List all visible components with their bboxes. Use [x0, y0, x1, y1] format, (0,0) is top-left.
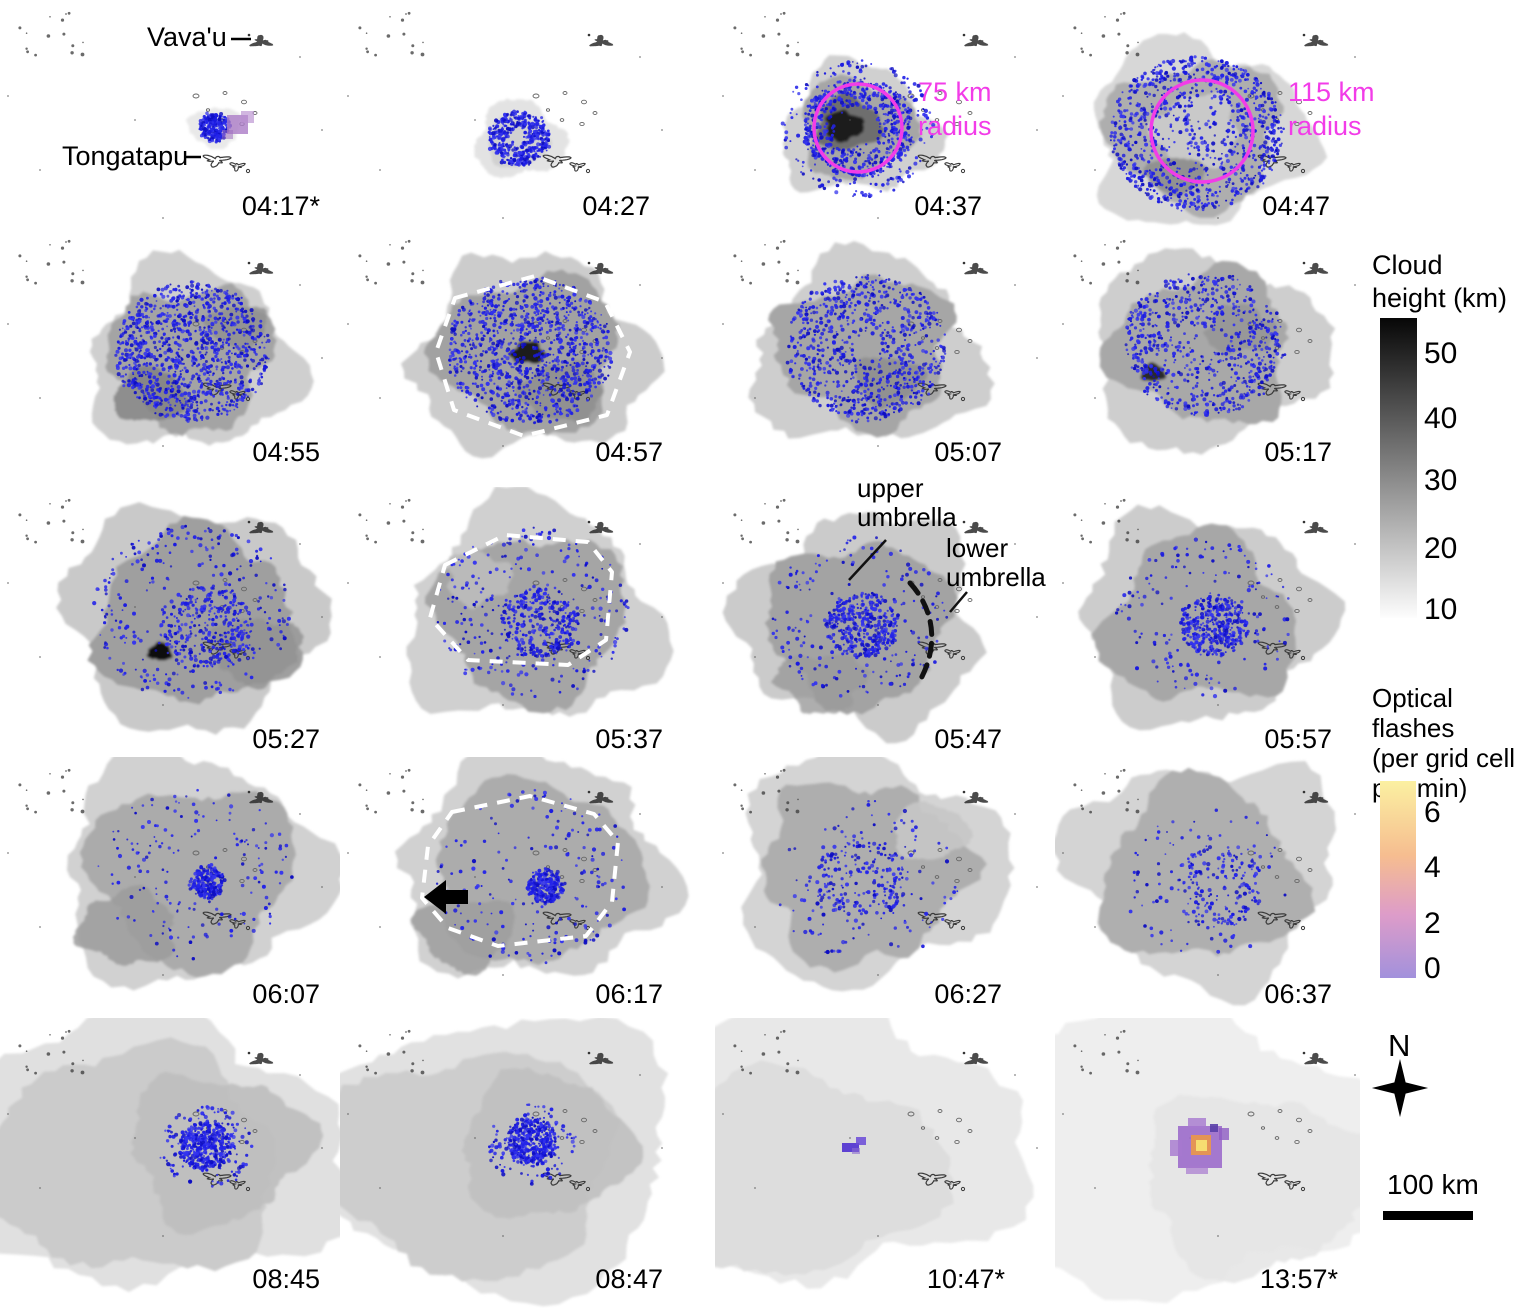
label-75km-line2: radius: [918, 111, 992, 141]
upper-umbrella-line1: upper: [857, 473, 924, 503]
island-outlines: [7, 498, 323, 706]
annotation-radius-circle-115: [1149, 78, 1255, 184]
annotation-flash-patch-0417: [222, 111, 254, 139]
optical-flashes-colorbar: [1380, 781, 1416, 978]
panel-timestamp: 06:17: [595, 979, 663, 1009]
island-outlines: [7, 1029, 323, 1237]
panel-timestamp: 05:27: [252, 724, 320, 754]
panel-timestamp: 08:47: [595, 1264, 663, 1294]
map-panel-0457: [347, 239, 665, 459]
panel-timestamp: 04:47: [1262, 191, 1330, 221]
cloud-height-colorbar: [1380, 318, 1417, 618]
label-lower-umbrella: lower umbrella: [946, 534, 1046, 592]
map-panel-0627: [722, 757, 1038, 992]
map-panel-0427: [347, 11, 663, 219]
label-upper-umbrella: upper umbrella: [857, 474, 957, 532]
label-tongatapu: Tongatapu: [62, 141, 189, 171]
optical-flashes-tick: 6: [1424, 796, 1441, 829]
panel-timestamp: 05:07: [934, 437, 1002, 467]
panel-timestamp: 10:47*: [926, 1264, 1005, 1294]
annotation-umbrella-outline-0457: [434, 274, 632, 438]
cloud-height-tick: 10: [1424, 593, 1458, 626]
island-outlines: [347, 1029, 663, 1237]
cloud-height-tick: 20: [1424, 532, 1458, 565]
island-outlines: [1062, 498, 1356, 706]
panel-timestamp: 04:37: [914, 191, 982, 221]
panel-timestamp: 04:55: [252, 437, 320, 467]
map-panel-0557: [1062, 498, 1356, 731]
island-outlines: [347, 768, 663, 976]
annotation-umbrella-outline-0617: [420, 794, 620, 948]
upper-umbrella-line2: umbrella: [857, 502, 957, 532]
label-115km-line2: radius: [1288, 111, 1362, 141]
scale-bar-label: 100 km: [1387, 1169, 1479, 1200]
island-outlines: [1062, 239, 1356, 447]
map-panel-0637: [1055, 761, 1356, 1006]
panel-timestamp: 04:27: [582, 191, 650, 221]
cloud-height-tick: 40: [1424, 402, 1458, 435]
lower-umbrella-line1: lower: [946, 533, 1009, 563]
cloud-height-tick: 30: [1424, 464, 1458, 497]
panel-timestamp: 05:57: [1264, 724, 1332, 754]
island-outlines: [1062, 768, 1356, 976]
panel-timestamp: 06:37: [1264, 979, 1332, 1009]
map-panel-0847: [340, 1018, 669, 1307]
north-compass-icon: [1371, 1058, 1429, 1118]
label-75km-radius: 75 km radius: [918, 75, 992, 143]
optical-flashes-title-line2: (per grid cell: [1372, 743, 1516, 773]
cloud-height-title-line1: Cloud: [1372, 250, 1443, 280]
panel-timestamp: 13:57*: [1259, 1264, 1338, 1294]
panel-timestamp: 04:57: [595, 437, 663, 467]
annotation-radius-circle-75: [812, 82, 904, 174]
map-panel-0537: [347, 487, 674, 717]
panel-timestamp: 05:37: [595, 724, 663, 754]
panel-timestamp: 06:27: [934, 979, 1002, 1009]
map-panel-1047: [715, 1018, 1038, 1289]
island-outlines: [1062, 1029, 1356, 1237]
cloud-height-title-line2: height (km): [1372, 283, 1508, 313]
map-panel-0845: [0, 1018, 340, 1293]
island-outlines: [722, 239, 1038, 447]
annotation-upper-umbrella-leader: [848, 539, 887, 581]
optical-flashes-tick: 4: [1424, 851, 1441, 884]
label-vavau: Vava'u: [147, 22, 227, 52]
annotation-lower-umbrella-leader: [949, 591, 968, 613]
scale-bar: [1383, 1211, 1473, 1220]
island-outlines: [347, 11, 663, 219]
island-outlines: [722, 1029, 1038, 1237]
label-75km-line1: 75 km: [918, 77, 992, 107]
map-panel-0607: [7, 757, 340, 991]
optical-flashes-tick: 2: [1424, 907, 1441, 940]
lower-umbrella-line2: umbrella: [946, 562, 1046, 592]
cloud-height-tick: 50: [1424, 337, 1458, 370]
island-outlines: [722, 768, 1038, 976]
panel-timestamp: 04:17*: [241, 191, 320, 221]
label-115km-line1: 115 km: [1288, 77, 1375, 107]
panel-timestamp: 06:07: [252, 979, 320, 1009]
optical-flashes-title-line1: Optical flashes: [1372, 683, 1455, 743]
annotation-lower-umbrella-arc: [907, 580, 935, 687]
map-panel-0455: [7, 239, 323, 447]
panel-timestamp: 05:17: [1264, 437, 1332, 467]
map-panel-0617: [347, 757, 689, 979]
label-115km-radius: 115 km radius: [1288, 75, 1375, 143]
island-outlines: [347, 239, 663, 447]
annotation-umbrella-outline-0537: [428, 533, 614, 667]
island-outlines: [347, 498, 663, 706]
island-outlines: [7, 768, 323, 976]
map-panel-0527: [7, 498, 332, 735]
island-outlines: [7, 239, 323, 447]
optical-flashes-tick: 0: [1424, 952, 1441, 985]
annotation-flash-patch-1047: [842, 1137, 866, 1154]
map-panel-0517: [1062, 239, 1356, 455]
annotation-flow-arrow: [424, 880, 468, 914]
map-panel-0507: [722, 239, 1038, 447]
panel-timestamp: 08:45: [252, 1264, 320, 1294]
annotation-flash-patch-1357: [1170, 1118, 1229, 1174]
panel-timestamp: 05:47: [934, 724, 1002, 754]
map-panel-1357: [1055, 1018, 1360, 1304]
cloud-height-legend-title: Cloud height (km): [1372, 249, 1507, 315]
